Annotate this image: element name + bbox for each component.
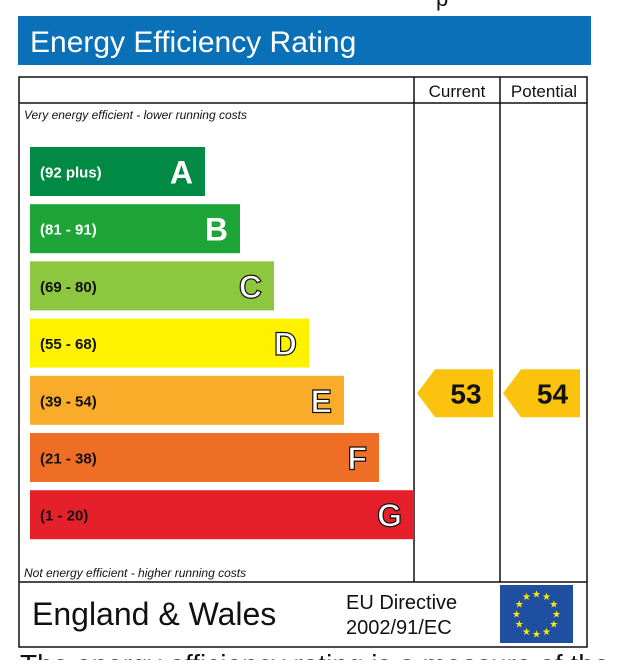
- eu-star-icon: ★: [515, 620, 524, 631]
- band-range-g: (1 - 20): [40, 508, 88, 525]
- eu-star-icon: ★: [522, 627, 531, 638]
- current-column-header: Current: [429, 82, 486, 101]
- partial-bottom-text: The energy efficiency rating is a measur…: [20, 649, 609, 660]
- eu-star-icon: ★: [532, 630, 541, 641]
- eu-star-icon: ★: [515, 600, 524, 611]
- band-f: [30, 433, 379, 482]
- eu-star-icon: ★: [549, 620, 558, 631]
- band-letter-a: A: [170, 155, 193, 191]
- efficient-note: Very energy efficient - lower running co…: [24, 108, 247, 122]
- potential-column-header: Potential: [511, 82, 577, 101]
- band-b: [30, 204, 240, 254]
- chart-title: Energy Efficiency Rating: [30, 26, 356, 59]
- band-letter-d: D: [274, 326, 297, 362]
- eu-star-icon: ★: [542, 592, 551, 603]
- band-c: [30, 261, 274, 311]
- band-letter-g: G: [377, 498, 402, 534]
- band-a: [30, 147, 205, 196]
- title-banner: [18, 16, 591, 65]
- rating-table-frame: [18, 76, 588, 648]
- eu-flag-icon: ★ ★★★★★★★★★★★: [500, 585, 573, 643]
- current-rating-arrow: [417, 369, 493, 418]
- eu-star-icon: ★: [549, 600, 558, 611]
- band-range-c: (69 - 80): [40, 279, 97, 296]
- band-letter-e: E: [311, 383, 332, 419]
- band-range-e: (39 - 54): [40, 393, 97, 410]
- partial-top-text: p: [436, 0, 448, 11]
- eu-star-icon: ★: [532, 590, 541, 601]
- directive-label: EU Directive: [346, 592, 457, 614]
- band-letter-f: F: [347, 441, 367, 477]
- potential-rating-arrow: [503, 369, 580, 418]
- band-g: [30, 490, 414, 540]
- region-label: England & Wales: [32, 596, 276, 632]
- eu-star-icon: ★: [552, 610, 561, 621]
- current-rating-value: 53: [450, 378, 481, 409]
- eu-flag-background: [500, 585, 573, 643]
- band-d: [30, 318, 309, 368]
- band-range-d: (55 - 68): [40, 336, 97, 353]
- inefficient-note: Not energy efficient - higher running co…: [24, 566, 246, 580]
- eu-star-icon: ★: [542, 627, 551, 638]
- band-letter-c: C: [239, 269, 262, 305]
- eu-star-icon: ★: [512, 610, 521, 621]
- rating-bands: (92 plus) A (81 - 91) B (69 - 80) C (55 - 68) D…: [30, 147, 414, 540]
- band-range-f: (21 - 38): [40, 451, 97, 468]
- rating-arrows: 53 54: [417, 369, 580, 418]
- directive-number: 2002/91/EC: [346, 617, 452, 639]
- band-range-a: (92 plus): [40, 165, 102, 182]
- eu-star-icon: ★: [522, 592, 531, 603]
- potential-rating-value: 54: [537, 378, 569, 409]
- band-letter-b: B: [205, 212, 228, 248]
- band-range-b: (81 - 91): [40, 222, 97, 239]
- band-e: [30, 375, 344, 425]
